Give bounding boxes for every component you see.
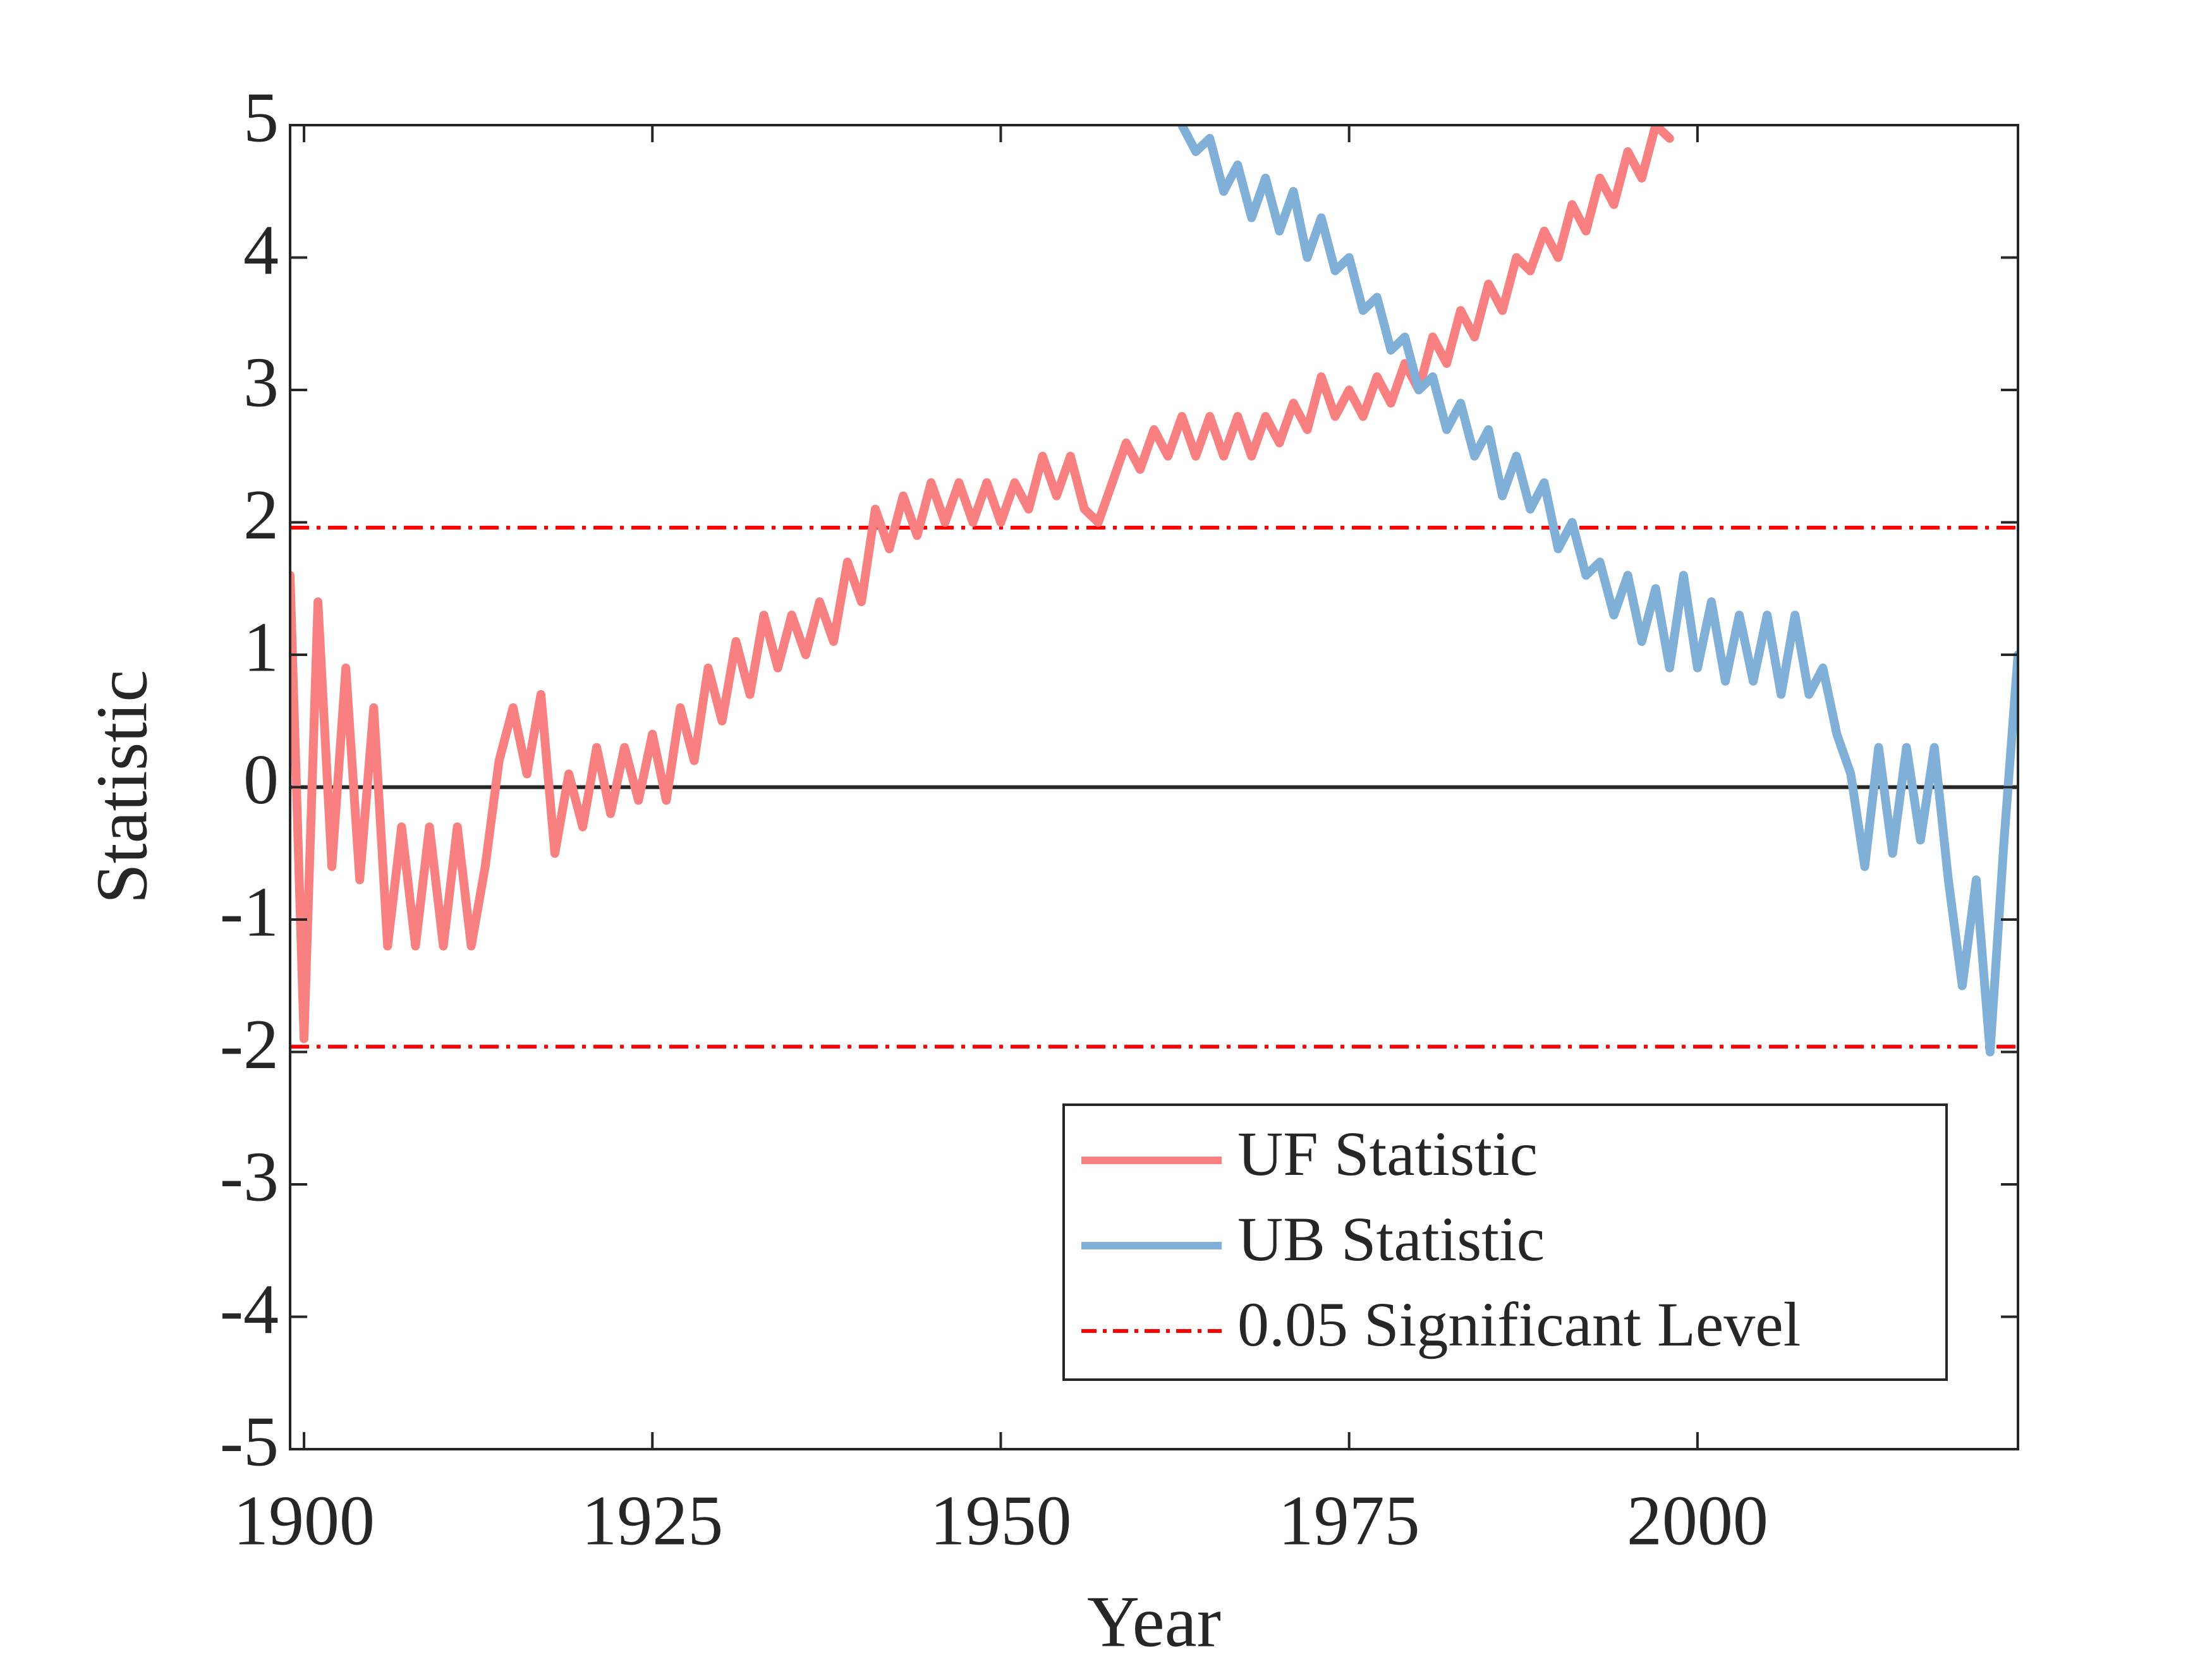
y-axis-label: Statistic bbox=[82, 670, 162, 904]
x-tick-label: 1925 bbox=[581, 1482, 723, 1560]
data-line bbox=[290, 125, 1674, 1043]
y-tick-label: -4 bbox=[220, 1270, 279, 1349]
legend: UF Statistic UB Statistic 0.05 Significant… bbox=[1062, 1103, 1948, 1381]
y-tick-label: 1 bbox=[243, 609, 279, 687]
y-tick-label: -2 bbox=[220, 1006, 279, 1084]
legend-label: UF Statistic bbox=[1237, 1119, 1538, 1189]
x-axis-label: Year bbox=[1087, 1581, 1221, 1659]
y-tick-label: 5 bbox=[243, 79, 279, 157]
legend-label: UB Statistic bbox=[1237, 1204, 1545, 1274]
y-tick-label: 2 bbox=[243, 476, 279, 554]
y-tick-label: -3 bbox=[220, 1138, 279, 1217]
y-tick-label: 4 bbox=[243, 211, 279, 289]
y-tick-label: 3 bbox=[243, 344, 279, 422]
x-tick-label: 2000 bbox=[1627, 1482, 1768, 1560]
plot-area bbox=[290, 125, 2018, 1057]
y-tick-label: 0 bbox=[243, 741, 279, 819]
x-tick-label: 1975 bbox=[1279, 1482, 1420, 1560]
x-tick-label: 1950 bbox=[930, 1482, 1071, 1560]
data-line bbox=[1177, 125, 2018, 1057]
legend-label: 0.05 Significant Level bbox=[1237, 1289, 1801, 1359]
y-tick-label: -1 bbox=[220, 873, 279, 952]
y-tick-label: -5 bbox=[220, 1403, 279, 1481]
x-tick-label: 1900 bbox=[233, 1482, 375, 1560]
